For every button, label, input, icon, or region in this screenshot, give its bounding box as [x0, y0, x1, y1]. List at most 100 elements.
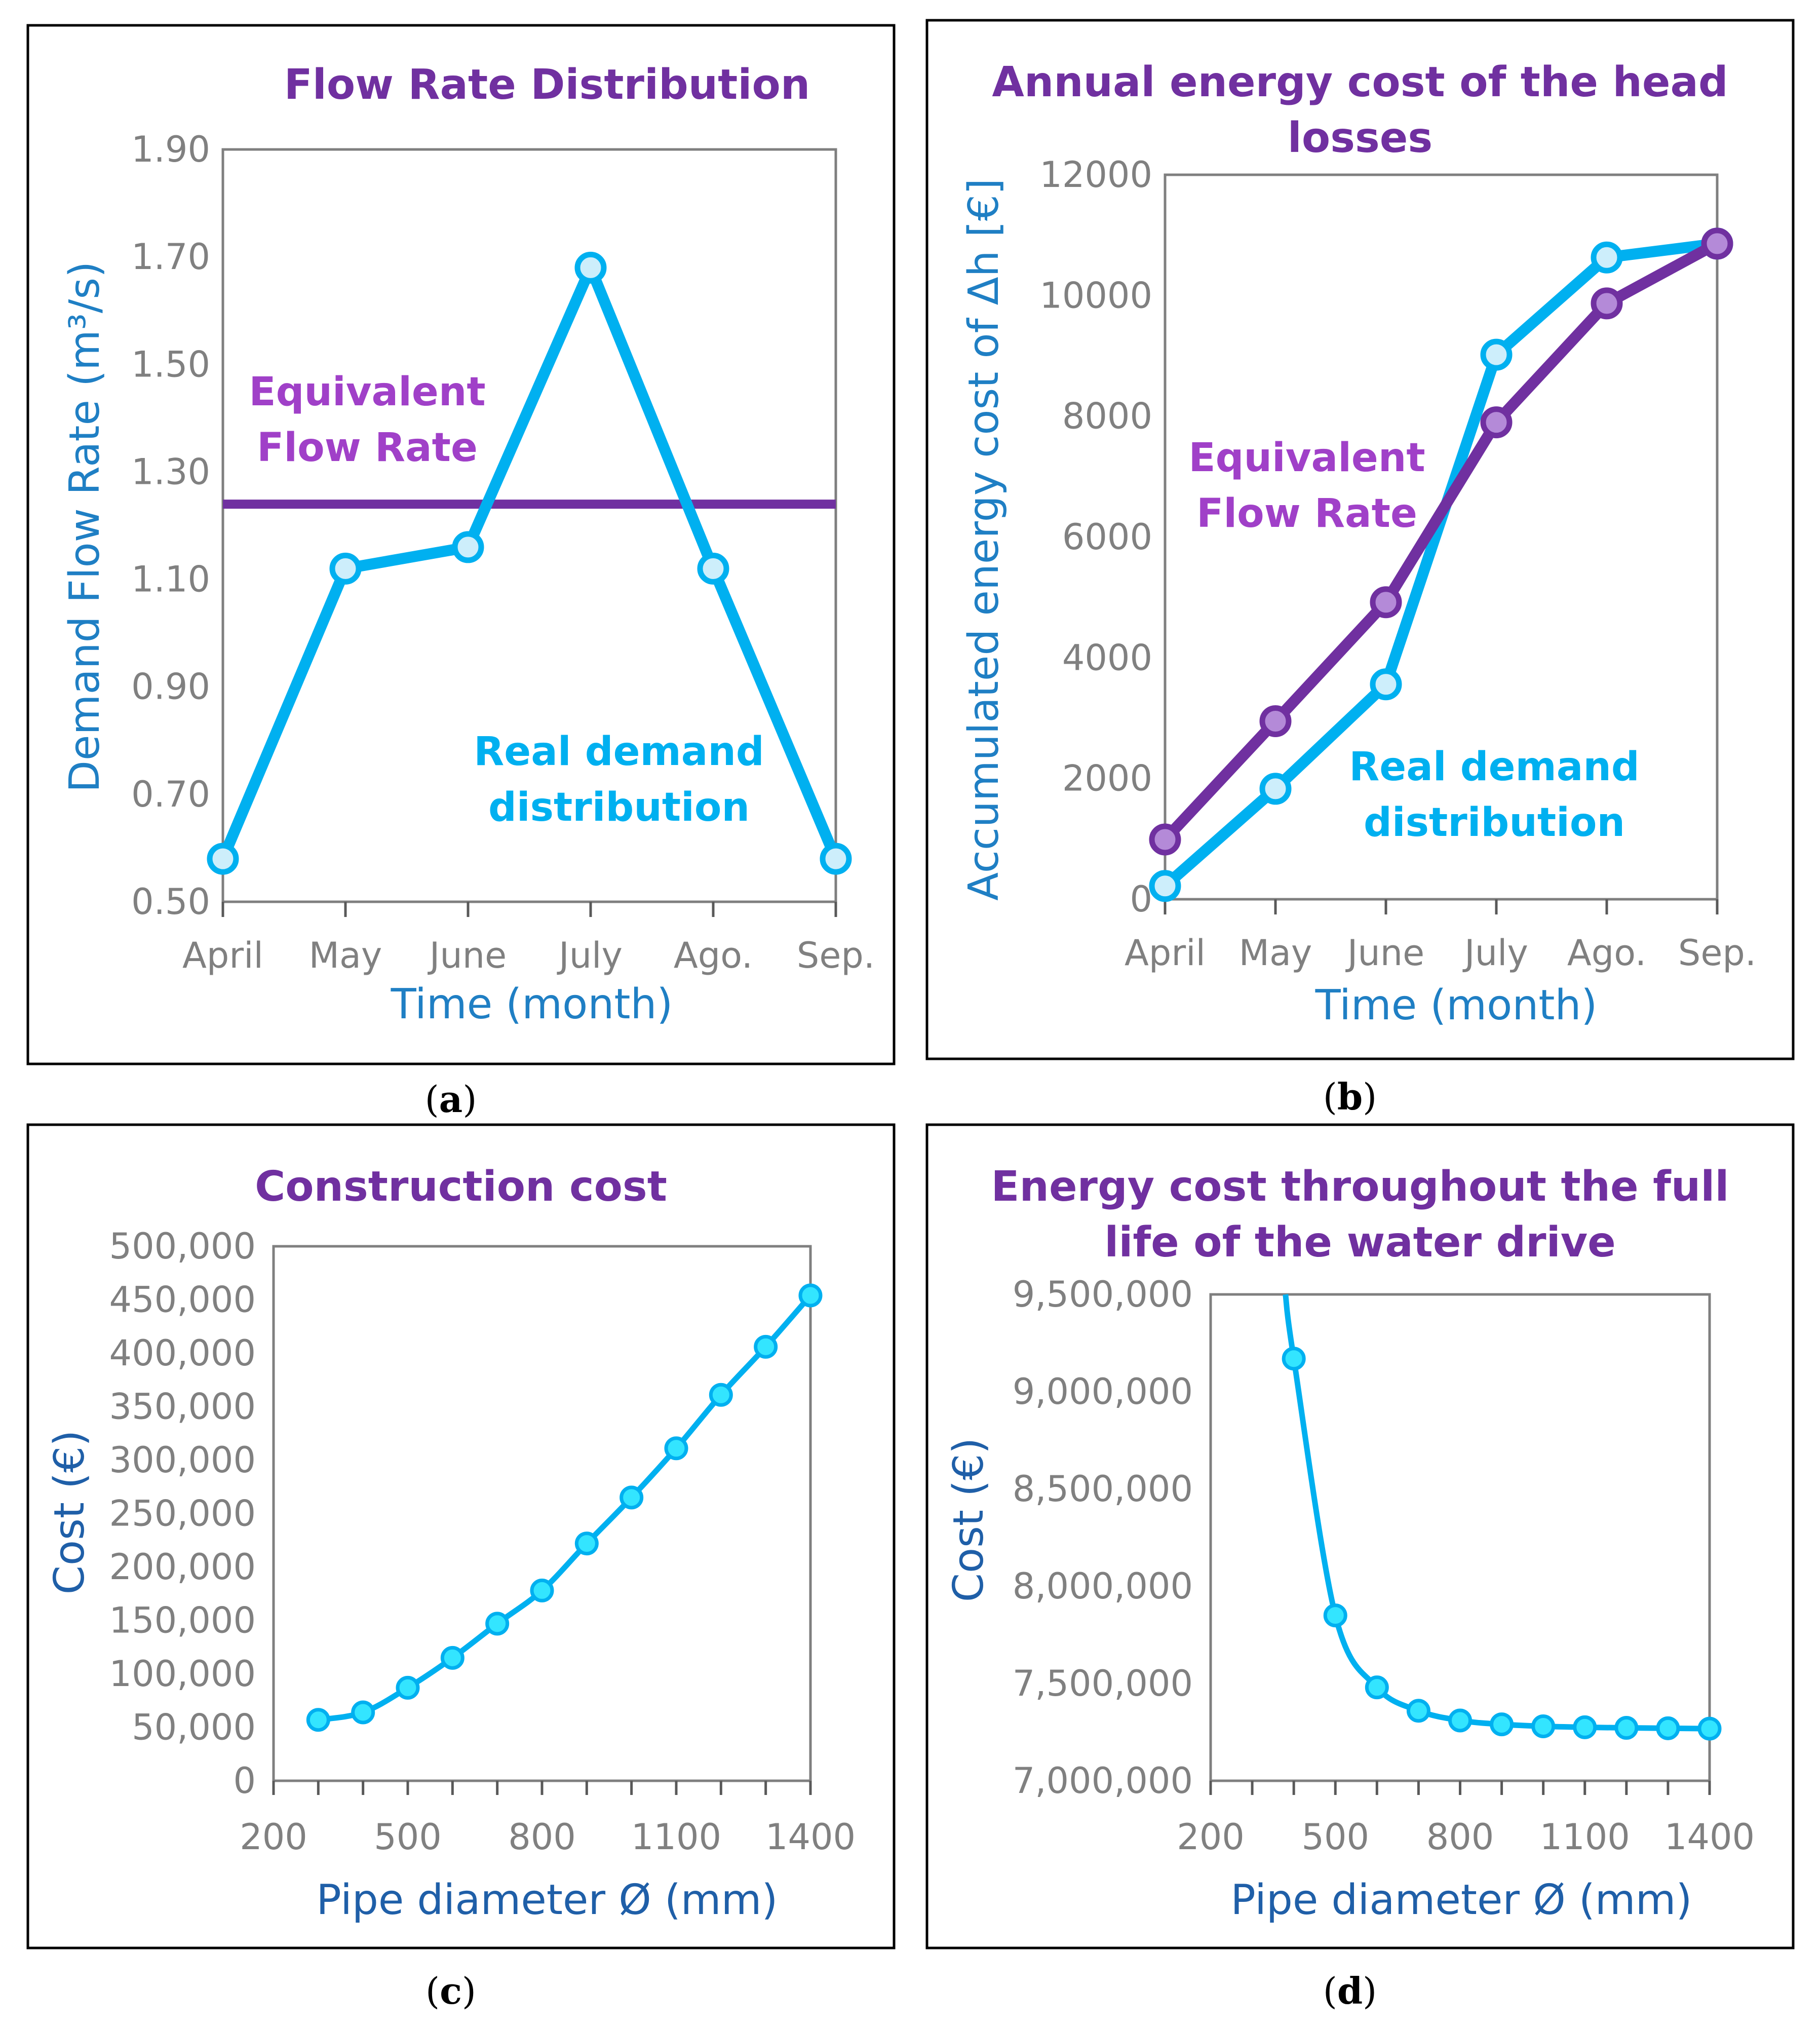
panel-c-x-tick-label: 1400 — [765, 1816, 856, 1858]
panel-a-y-tick-label: 0.50 — [131, 881, 210, 923]
real-demand-line — [217, 262, 841, 861]
panel-a-y-tick-label: 1.30 — [131, 451, 210, 492]
real-demand-point — [820, 843, 852, 875]
panel-c-data-point — [754, 1334, 778, 1359]
equivalent-flow-rate-line — [1160, 239, 1720, 844]
panel-d-y-tick-label: 9,000,000 — [1013, 1371, 1193, 1412]
panel-a-x-tick-label: Ago. — [674, 935, 753, 976]
panel-d-y-tick-label: 7,000,000 — [1013, 1760, 1193, 1802]
panel-c-title: Construction cost — [255, 1163, 667, 1211]
panel-a-y-tick-label: 1.90 — [131, 129, 210, 170]
real-demand-point — [1480, 338, 1513, 371]
panel-d-x-tick-label: 500 — [1301, 1816, 1369, 1858]
panel-a-marks: 0.50 0.70 0.90 1.10 1.30 1.50 1.70 1.90 April May… — [131, 129, 875, 976]
panel-c-y-axis-title: Cost (€) — [46, 1430, 94, 1595]
panel-b-y-tick-label: 4000 — [1062, 637, 1152, 678]
panel-c-data-point — [574, 1532, 599, 1556]
panel-b-y-tick-label: 6000 — [1062, 516, 1152, 558]
panel-d-marks: 7,000,000 7,500,000 8,000,000 8,500,000 9,00… — [1013, 1274, 1755, 1858]
real-demand-point — [1591, 241, 1623, 274]
real-demand-point — [1370, 668, 1402, 701]
panel-b-title-line2: losses — [1288, 114, 1432, 162]
panel-c-data-point — [619, 1485, 644, 1510]
panel-d-x-tick-label: 200 — [1177, 1816, 1245, 1858]
panel-d-x-tick-label: 800 — [1426, 1816, 1494, 1858]
panel-a-x-tick-label: Sep. — [797, 935, 875, 976]
panel-b-x-tick-label: July — [1462, 932, 1528, 974]
panel-d-x-tick-label: 1400 — [1664, 1816, 1755, 1858]
real-demand-point — [452, 531, 484, 563]
panel-a-plot-area — [221, 148, 837, 903]
panel-b-x-tick-label: April — [1125, 932, 1206, 974]
real-demand-point — [574, 251, 607, 284]
panel-b-x-axis-title: Time (month) — [1315, 981, 1598, 1029]
panel-b-title-line1: Annual energy cost of the head — [992, 58, 1728, 106]
panel-a-y-tick-label: 1.70 — [131, 236, 210, 278]
panel-c-caption: (c) — [425, 1969, 476, 2012]
panel-b-equivalent-label-line2: Flow Rate — [1196, 491, 1417, 537]
real-demand-point — [207, 843, 239, 875]
panel-a-x-tick-label: April — [182, 935, 263, 976]
panel-b-x-tick-label: Sep. — [1678, 932, 1756, 974]
panel-c-y-tick-label: 100,000 — [109, 1653, 256, 1695]
panel-c-y-tick-label: 450,000 — [109, 1279, 256, 1321]
panel-b-real-label-line1: Real demand — [1349, 744, 1640, 790]
panel-d-data-point — [1406, 1699, 1430, 1723]
panel-b-caption: (b) — [1323, 1075, 1377, 1118]
panel-c-data-point — [709, 1383, 733, 1407]
panel-a-x-tick-label: July — [557, 935, 623, 976]
panel-a-y-tick-label: 0.70 — [131, 774, 210, 815]
panel-c-y-tick-label: 200,000 — [109, 1546, 256, 1588]
panel-d-frame — [925, 1123, 1795, 1949]
panel-c-y-tick-label: 300,000 — [109, 1439, 256, 1481]
panel-d-title-line1: Energy cost throughout the full — [991, 1163, 1729, 1211]
panel-d-y-tick-label: 7,500,000 — [1013, 1663, 1193, 1704]
panel-d-caption: (d) — [1323, 1969, 1377, 2012]
panel-c-data-point — [306, 1708, 330, 1732]
equivalent-flow-rate-point — [1701, 227, 1733, 260]
panel-c-data-point — [798, 1283, 823, 1308]
real-demand-point — [1149, 870, 1181, 902]
real-demand-point — [697, 552, 729, 585]
panel-b-x-tick-label: May — [1239, 932, 1312, 974]
panel-b-marks: 0 2000 4000 6000 8000 10000 12000 April May June J… — [1039, 154, 1756, 974]
panel-d-data-point — [1573, 1715, 1597, 1739]
equivalent-flow-rate-point — [1149, 823, 1181, 856]
panel-a-real-label-line2: distribution — [488, 785, 750, 830]
panel-d-title-line2: life of the water drive — [1104, 1218, 1616, 1267]
panel-c-x-tick-label: 500 — [374, 1816, 442, 1858]
panel-a-x-tick-label: June — [428, 935, 507, 976]
equivalent-flow-rate-point — [1591, 287, 1623, 320]
panel-b-y-axis-title: Accumulated energy cost of Δh [€] — [960, 178, 1008, 901]
panel-b-plot-area — [1164, 173, 1719, 901]
panel-b: Annual energy cost of the head losses Ti… — [925, 19, 1795, 1118]
panel-d-data-point — [1490, 1712, 1514, 1737]
panel-c: Construction cost Pipe diameter Ø (mm) C… — [26, 1123, 896, 2012]
panel-a-y-tick-label: 1.50 — [131, 343, 210, 385]
panel-c-y-tick-label: 250,000 — [109, 1493, 256, 1535]
panel-a-x-axis-title: Time (month) — [391, 980, 673, 1028]
panel-a-equivalent-label-line2: Flow Rate — [257, 425, 478, 471]
panel-b-y-tick-label: 8000 — [1062, 396, 1152, 437]
panel-d-y-tick-label: 8,000,000 — [1013, 1565, 1193, 1607]
panel-c-y-tick-label: 500,000 — [109, 1226, 256, 1267]
panel-a-caption: (a) — [425, 1078, 477, 1121]
panel-b-x-tick-label: Ago. — [1567, 932, 1646, 974]
panel-d-data-point — [1697, 1716, 1722, 1741]
panel-c-data-point — [664, 1436, 688, 1461]
panel-b-equivalent-label-line1: Equivalent — [1188, 435, 1425, 481]
panel-a-equivalent-label-line1: Equivalent — [249, 369, 485, 415]
panel-b-x-tick-label: June — [1345, 932, 1424, 974]
panel-c-marks: 0 50,000 100,000 150,000 200,000 250,000 300,0… — [109, 1226, 856, 1858]
panel-d-data-point — [1282, 1347, 1306, 1371]
panel-c-data-point — [530, 1578, 554, 1602]
panel-d-data-point — [1531, 1714, 1556, 1738]
equivalent-flow-rate-point — [1480, 406, 1513, 439]
panel-a-y-tick-label: 0.90 — [131, 666, 210, 708]
panel-d-data-point — [1614, 1716, 1639, 1740]
panel-c-y-tick-label: 150,000 — [109, 1600, 256, 1641]
panel-d-y-tick-label: 9,500,000 — [1013, 1274, 1193, 1315]
panel-c-x-tick-label: 200 — [240, 1816, 307, 1858]
panel-d-data-point — [1448, 1708, 1472, 1733]
